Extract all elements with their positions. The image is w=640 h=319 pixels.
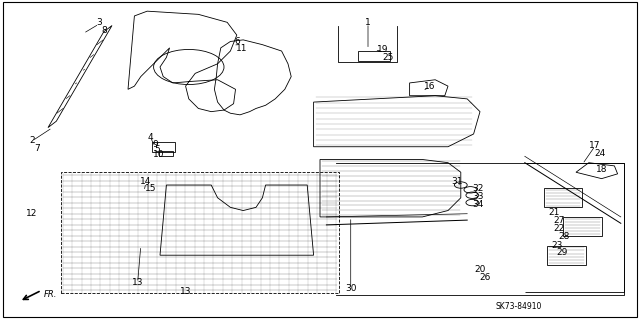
Text: 34: 34	[472, 200, 484, 209]
Text: 7: 7	[35, 144, 40, 153]
Text: 29: 29	[556, 248, 568, 257]
Text: 9: 9	[153, 140, 158, 149]
Text: 8: 8	[102, 26, 107, 35]
Bar	[159, 151, 173, 156]
Text: 28: 28	[558, 232, 570, 241]
Text: 14: 14	[140, 177, 152, 186]
Text: 27: 27	[553, 216, 564, 225]
Text: 13: 13	[180, 287, 191, 296]
Text: 15: 15	[145, 184, 157, 193]
Text: 6: 6	[234, 37, 239, 46]
Text: 12: 12	[26, 209, 38, 218]
Text: 1: 1	[365, 18, 371, 27]
Text: 17: 17	[589, 141, 601, 150]
Text: 25: 25	[382, 53, 394, 62]
Text: 3: 3	[97, 18, 102, 27]
Text: 19: 19	[377, 45, 388, 54]
Text: 22: 22	[553, 224, 564, 233]
Text: 32: 32	[472, 184, 484, 193]
Text: SK73-84910: SK73-84910	[495, 302, 541, 311]
Text: 5: 5	[154, 145, 159, 154]
Text: 18: 18	[596, 165, 607, 174]
Text: 26: 26	[479, 273, 491, 282]
Text: FR.: FR.	[44, 290, 57, 299]
Text: 33: 33	[472, 192, 484, 201]
Text: 23: 23	[551, 241, 563, 250]
Text: 24: 24	[595, 149, 606, 158]
Text: 20: 20	[474, 265, 486, 274]
Text: 4: 4	[148, 133, 153, 142]
Text: 30: 30	[345, 284, 356, 293]
Text: 31: 31	[451, 177, 463, 186]
Text: 2: 2	[29, 136, 35, 145]
Text: 21: 21	[548, 208, 559, 217]
Text: 11: 11	[236, 44, 248, 53]
Bar	[152, 142, 175, 152]
Text: 10: 10	[153, 150, 164, 159]
Text: 13: 13	[132, 278, 143, 287]
Text: 16: 16	[424, 82, 436, 91]
